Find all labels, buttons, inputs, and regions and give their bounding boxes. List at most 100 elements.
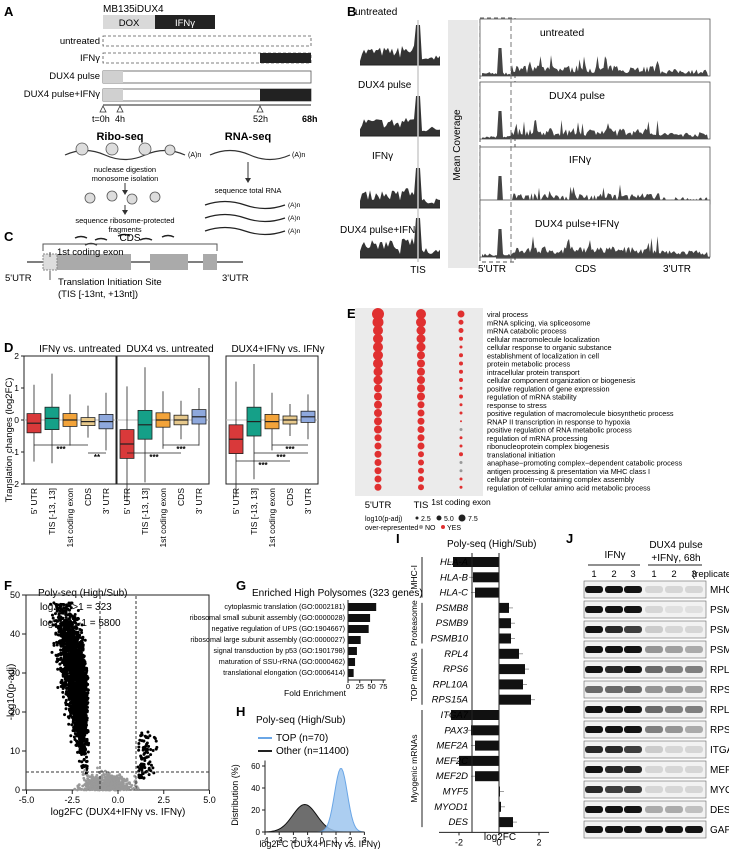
f-point xyxy=(70,683,74,687)
h-ytick: 0 xyxy=(256,828,261,837)
f-point xyxy=(82,704,86,708)
f-point xyxy=(63,652,67,656)
i-gene-label: HLA-A xyxy=(440,557,468,568)
svg-text:(A)n: (A)n xyxy=(288,228,301,235)
f-point xyxy=(80,623,84,627)
f-point xyxy=(74,668,78,672)
e-dot-exon xyxy=(459,411,463,415)
i-bar xyxy=(475,740,499,751)
f-point xyxy=(143,746,147,750)
i-xtick: 2 xyxy=(536,837,541,847)
j-protein-label: RPS6 xyxy=(710,685,729,696)
e-dot-5utr xyxy=(374,483,382,491)
j-band xyxy=(605,726,623,733)
f-point xyxy=(86,750,90,754)
f-point xyxy=(82,757,86,761)
f-point xyxy=(55,643,59,647)
e-legend-no: NO xyxy=(425,525,436,532)
f-point xyxy=(141,772,145,776)
f-point xyxy=(82,671,86,675)
f-point xyxy=(76,608,80,612)
f-point xyxy=(81,643,85,647)
f-point xyxy=(64,603,68,607)
d-xtick: 5' UTR xyxy=(122,488,132,514)
i-xtick: 0 xyxy=(496,837,501,847)
f-point xyxy=(143,759,147,763)
f-xlabel: log2FC (DUX4+IFNγ vs. IFNγ) xyxy=(51,807,186,818)
f-xtick: 2.5 xyxy=(157,795,170,805)
f-point xyxy=(103,775,107,778)
f-point xyxy=(64,645,68,649)
e-dot-tis xyxy=(418,476,424,482)
f-point xyxy=(65,642,69,646)
f-point xyxy=(81,729,85,733)
j-band xyxy=(585,746,603,753)
f-point xyxy=(64,698,68,702)
i-bar xyxy=(451,710,499,720)
e-term: viral process xyxy=(487,310,528,319)
f-point xyxy=(56,686,60,690)
j-band xyxy=(585,706,603,713)
j-band xyxy=(685,666,703,673)
j-band xyxy=(605,646,623,653)
f-point xyxy=(84,779,88,783)
d-ytick: -1 xyxy=(11,447,19,457)
j-band xyxy=(665,786,683,793)
i-bar xyxy=(499,694,531,705)
j-band xyxy=(624,586,642,593)
b-x-3utr: 3'UTR xyxy=(663,264,691,275)
e-term: RNAP II transcription in response to hyp… xyxy=(487,417,631,426)
f-point xyxy=(63,713,67,717)
e-dot-exon xyxy=(459,461,463,464)
i-gene-label: MEF2A xyxy=(436,741,468,752)
b-left-title-4: DUX4 pulse+IFNγ xyxy=(340,225,420,236)
f-point xyxy=(61,623,65,627)
j-band xyxy=(624,686,642,693)
f-point xyxy=(112,779,116,783)
j-replicate: 2 xyxy=(671,569,676,580)
j-band xyxy=(665,826,683,833)
e-dot-tis xyxy=(418,451,424,458)
f-point xyxy=(63,623,67,627)
panel-letter-a: A xyxy=(4,4,14,19)
e-legend-size-1: 2.5 xyxy=(421,516,431,523)
f-point xyxy=(137,741,141,745)
e-legend-size-3: 7.5 xyxy=(468,516,478,523)
e-term: mRNA catabolic process xyxy=(487,327,567,336)
e-dot-exon xyxy=(460,420,462,423)
f-ytick: 30 xyxy=(10,668,20,678)
f-point xyxy=(77,723,81,727)
f-point xyxy=(64,613,68,617)
j-protein-label: PSMB10 xyxy=(710,645,729,656)
f-point xyxy=(70,723,74,727)
e-dot-5utr xyxy=(374,417,382,426)
f-point xyxy=(139,755,143,759)
d-xtick: CDS xyxy=(285,488,295,506)
i-gene-label: PSMB10 xyxy=(431,634,469,645)
f-point xyxy=(56,626,60,630)
j-band xyxy=(665,686,683,693)
f-point xyxy=(77,759,81,763)
e-dot-exon xyxy=(458,319,464,325)
f-point xyxy=(63,628,67,632)
f-point xyxy=(142,752,146,756)
j-band xyxy=(585,826,603,833)
i-bar xyxy=(459,755,499,766)
j-band xyxy=(665,726,683,733)
f-point xyxy=(66,624,70,628)
f-point xyxy=(73,636,77,640)
i-group-label: Myogenic mRNAs xyxy=(409,735,419,803)
f-point xyxy=(79,639,83,643)
j-band xyxy=(645,666,663,673)
e-dot-tis xyxy=(417,359,425,368)
f-point xyxy=(76,623,80,627)
f-point xyxy=(79,717,83,721)
f-point xyxy=(116,788,120,792)
i-bar xyxy=(473,572,499,583)
d-sig: *** xyxy=(176,445,186,454)
f-point xyxy=(96,766,99,770)
f-xtick: 5.0 xyxy=(203,795,216,805)
e-dot-tis xyxy=(418,484,424,491)
